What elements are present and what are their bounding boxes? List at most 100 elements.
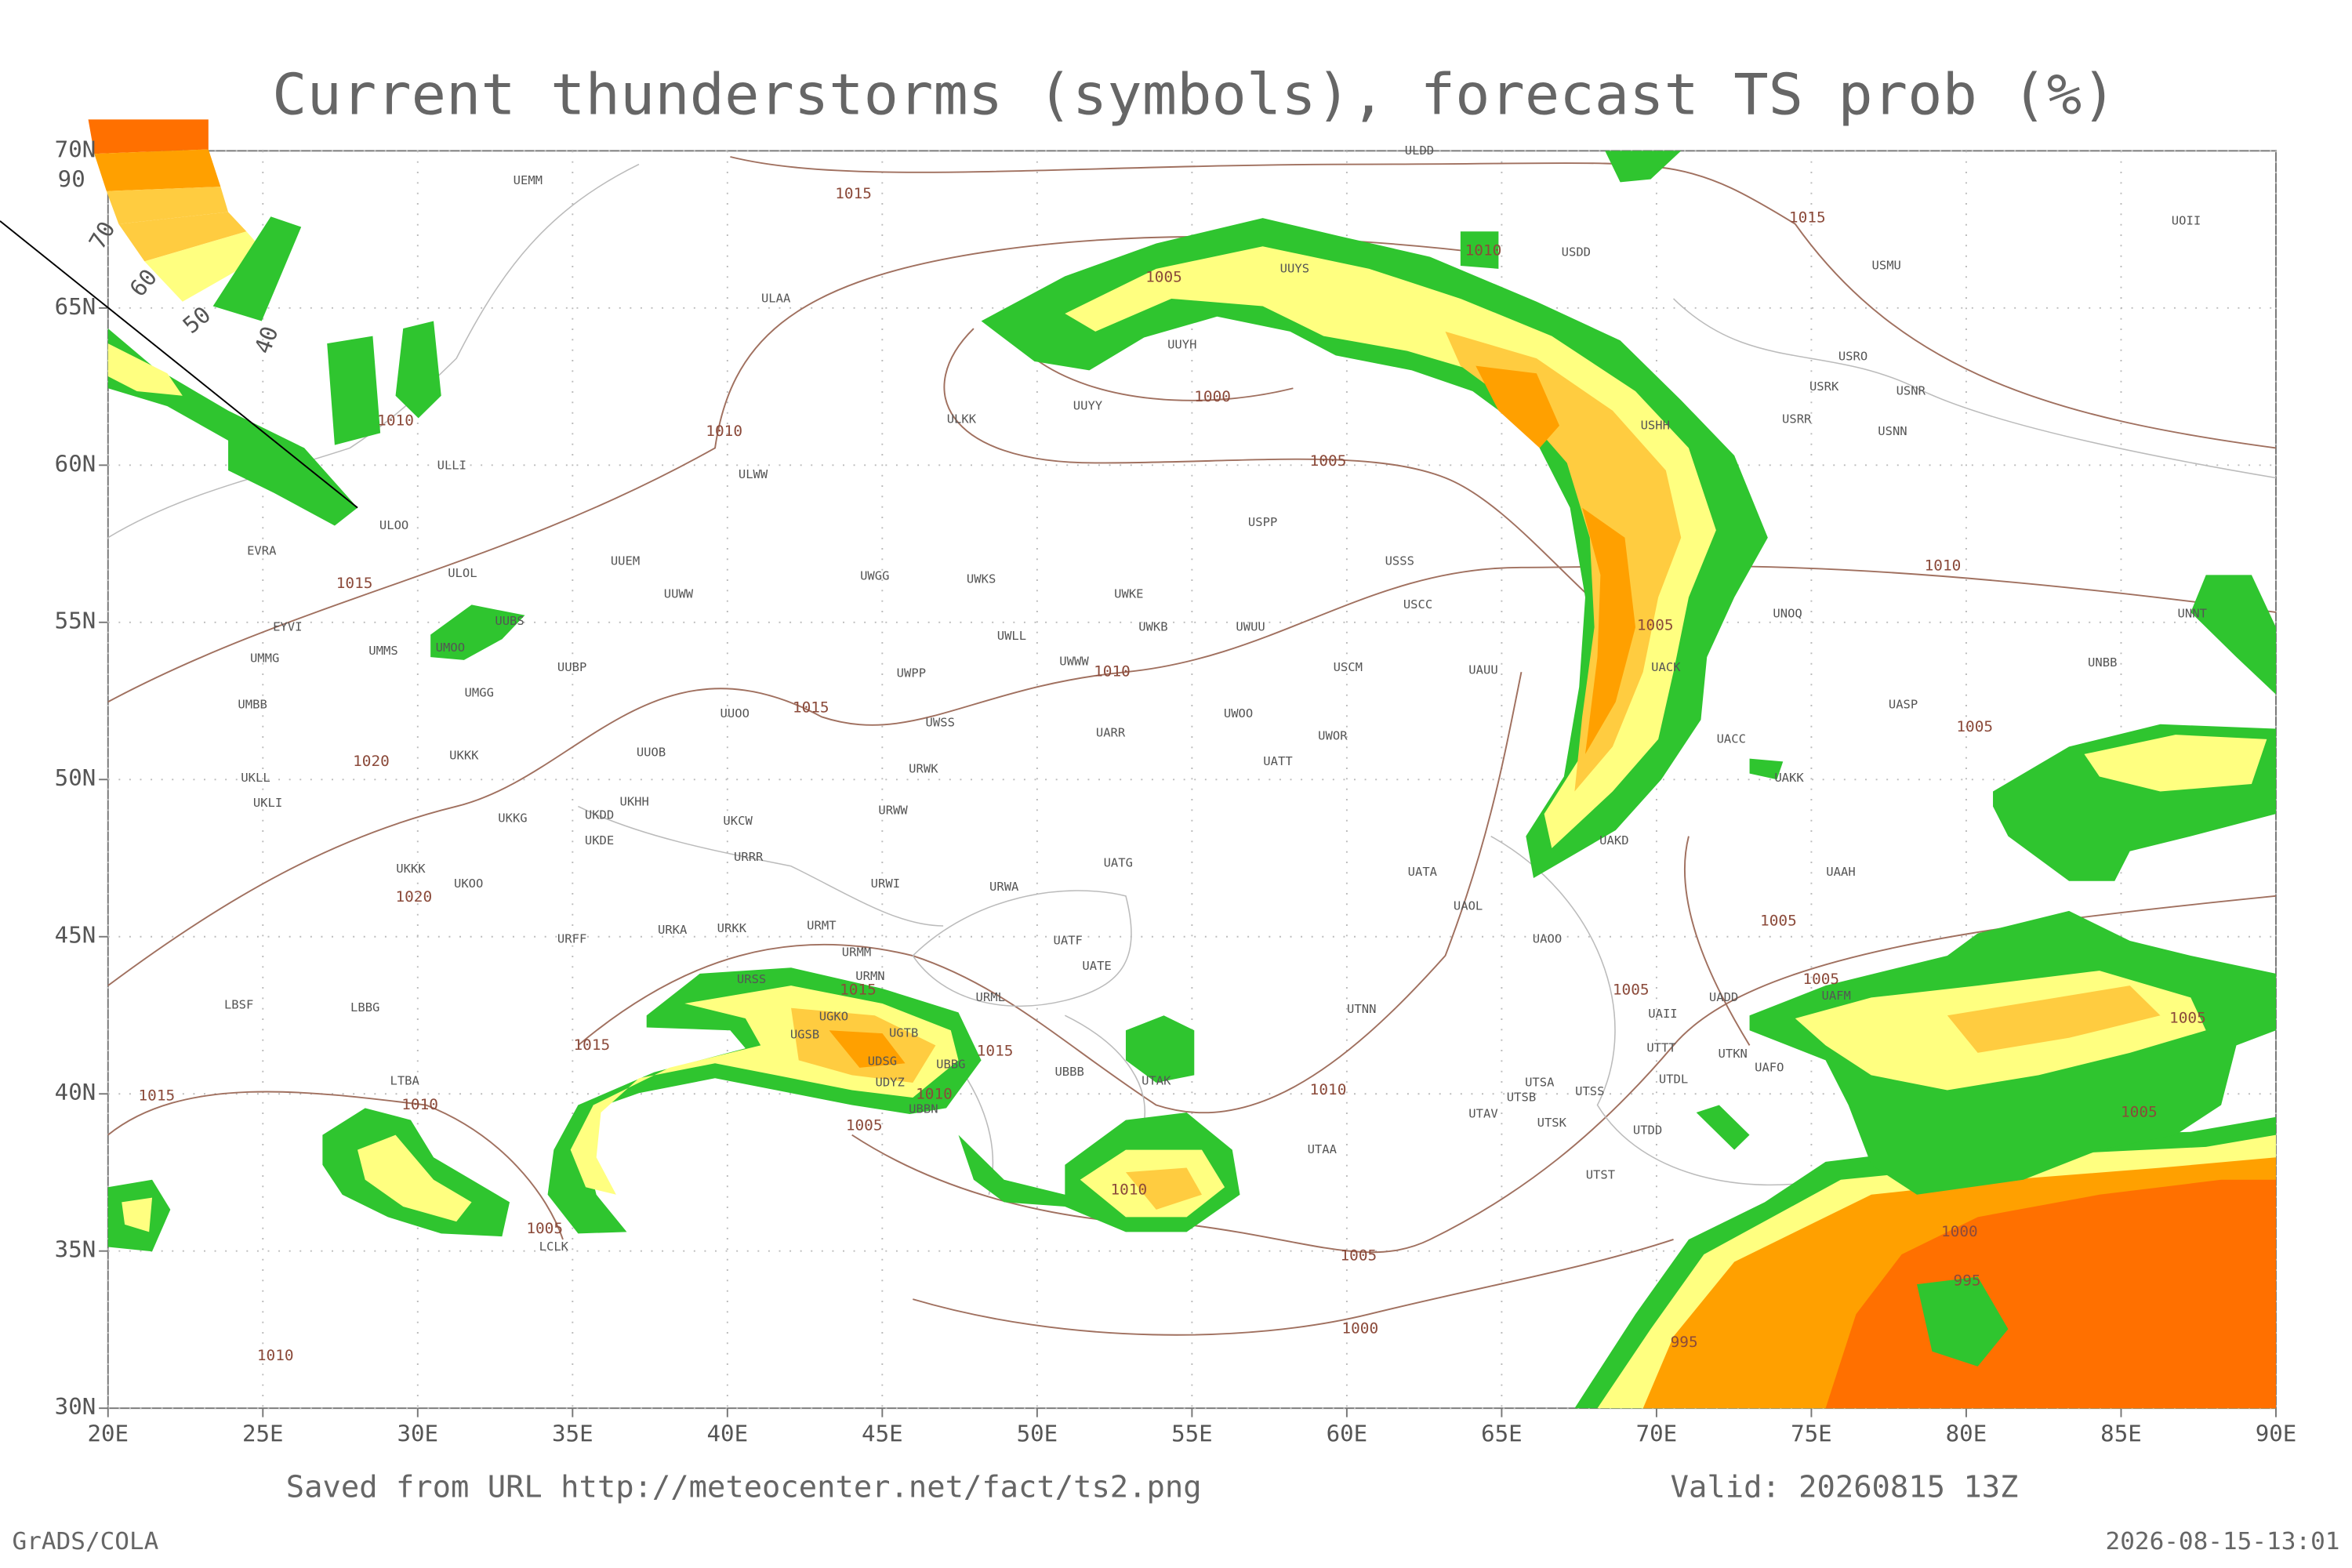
isobar-label: 1000 <box>1194 387 1231 405</box>
lon-tick-label: 60E <box>1327 1421 1368 1447</box>
station-label: UKCW <box>723 814 753 828</box>
station-label: UAII <box>1648 1007 1677 1021</box>
station-label: USRR <box>1782 412 1812 426</box>
station-label: UUOO <box>720 706 750 720</box>
isobar-label: 1010 <box>916 1085 953 1103</box>
station-label: UBBN <box>909 1102 938 1116</box>
station-label: UNBB <box>2088 655 2117 670</box>
legend <box>0 119 358 509</box>
station-label: UKLI <box>253 796 282 810</box>
station-label: UWWW <box>1059 654 1089 668</box>
lat-tick-label: 40N <box>55 1079 96 1105</box>
station-label: UKKK <box>449 748 479 762</box>
station-label: UDSG <box>868 1054 897 1069</box>
station-label: URKK <box>717 921 747 935</box>
station-label: UWKS <box>967 572 996 586</box>
station-label: URWA <box>989 880 1018 894</box>
station-label: USDD <box>1562 245 1591 259</box>
station-label: LCLK <box>539 1240 569 1254</box>
station-label: UASP <box>1889 698 1918 712</box>
station-label: ULKK <box>947 412 977 426</box>
isobar-label: 1015 <box>835 184 872 202</box>
station-label: UMMG <box>250 652 279 666</box>
station-label: UWGG <box>860 569 889 583</box>
station-label: URFF <box>557 932 586 946</box>
station-label: UTSA <box>1525 1076 1554 1090</box>
station-label: UMGG <box>465 685 494 699</box>
isobar-label: 1000 <box>1941 1222 1978 1240</box>
lon-tick-label: 75E <box>1791 1421 1832 1447</box>
station-label: UNNT <box>2178 606 2207 620</box>
station-label: UARR <box>1096 726 1126 740</box>
isobar-label: 1010 <box>1310 1080 1347 1098</box>
station-label: UTDL <box>1659 1073 1688 1087</box>
station-label: USCM <box>1334 660 1363 674</box>
station-label: UATE <box>1082 959 1111 973</box>
station-label: UTAK <box>1142 1074 1171 1088</box>
isobar-label: 1015 <box>139 1087 176 1105</box>
station-label: UATG <box>1104 856 1133 870</box>
station-label: URWI <box>871 877 900 891</box>
isobar-label: 1010 <box>377 412 414 430</box>
station-label: ULOL <box>448 566 477 580</box>
lat-tick-label: 30N <box>55 1393 96 1420</box>
station-label: UBBG <box>936 1058 965 1072</box>
station-label: UUBP <box>557 660 586 674</box>
station-label: URMM <box>842 946 871 960</box>
lat-tick-label: 60N <box>55 451 96 477</box>
station-label: UUYH <box>1167 338 1196 352</box>
station-label: ULAA <box>761 292 790 306</box>
station-label: UATA <box>1408 865 1437 879</box>
station-label: UATT <box>1263 754 1292 768</box>
isobar-label: 1005 <box>1637 616 1674 634</box>
station-label: ULLI <box>437 459 466 473</box>
station-label: UTST <box>1586 1168 1615 1182</box>
station-label: ULWW <box>739 467 768 481</box>
lon-tick-label: 55E <box>1171 1421 1213 1447</box>
station-label: UAFO <box>1755 1060 1784 1074</box>
station-label: UACK <box>1651 660 1681 674</box>
station-label: UKDE <box>585 833 614 848</box>
isobar-label: 1005 <box>1760 912 1797 930</box>
isobar-label: 1015 <box>793 698 829 716</box>
station-label: URMT <box>807 919 836 933</box>
lat-tick-label: 35N <box>55 1236 96 1263</box>
lon-tick-label: 70E <box>1636 1421 1678 1447</box>
probability-fields <box>107 151 2276 1409</box>
station-label: EYVI <box>273 620 302 634</box>
station-label: UAKD <box>1599 833 1628 848</box>
station-label: USMU <box>1872 259 1901 273</box>
station-label: LBBG <box>350 1000 379 1014</box>
station-label: UMMS <box>368 644 397 658</box>
station-label: USSS <box>1385 554 1414 568</box>
isobar-label: 1005 <box>1956 717 1993 735</box>
station-label: URKA <box>658 923 687 937</box>
station-label: UAUU <box>1468 663 1497 677</box>
station-label: URSS <box>737 972 766 986</box>
station-label: UAFM <box>1821 989 1850 1003</box>
isobar-label: 1000 <box>1341 1319 1378 1338</box>
isobar-label: 1015 <box>336 574 373 592</box>
title: Current thunderstorms (symbols), forecas… <box>272 62 2116 128</box>
lon-tick-label: 50E <box>1017 1421 1058 1447</box>
station-label: EVRA <box>247 543 276 557</box>
station-label: UWOO <box>1224 706 1253 720</box>
isobar-label: 1010 <box>1465 241 1502 260</box>
station-label: USNR <box>1896 384 1926 398</box>
lon-tick-label: 45E <box>862 1421 903 1447</box>
station-label: UTSB <box>1507 1091 1536 1105</box>
lon-tick-label: 85E <box>2100 1421 2142 1447</box>
isobar-label: 1015 <box>977 1042 1014 1060</box>
station-label: UTSK <box>1537 1116 1567 1130</box>
isobar-label: 1005 <box>846 1116 883 1134</box>
station-label: URML <box>976 990 1005 1004</box>
station-label: UWPP <box>897 666 926 681</box>
lon-tick-label: 20E <box>87 1421 129 1447</box>
station-label: USCC <box>1403 597 1432 612</box>
station-label: UAAH <box>1826 865 1855 879</box>
station-label: UKLL <box>241 771 270 785</box>
isobar-label: 1010 <box>1110 1181 1147 1199</box>
